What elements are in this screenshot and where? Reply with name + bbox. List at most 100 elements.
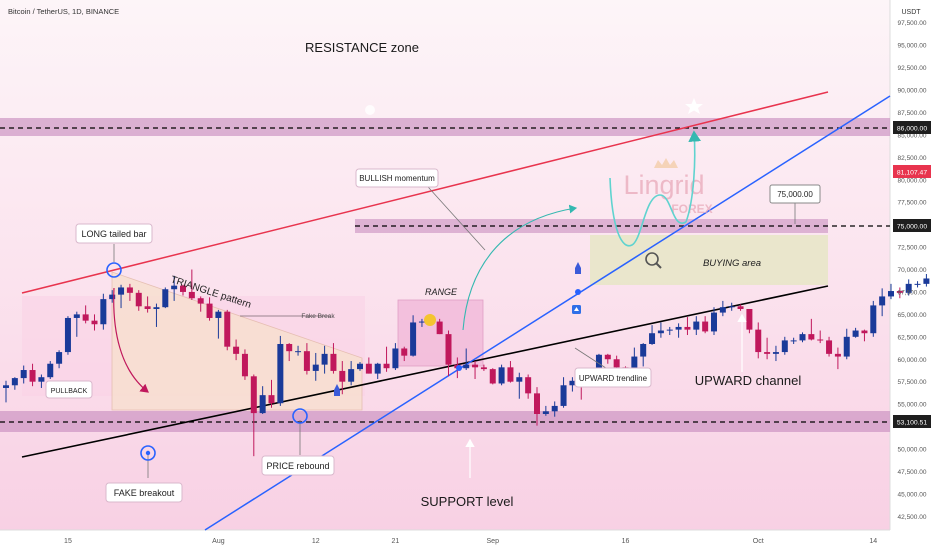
candle bbox=[153, 303, 160, 327]
long-tailed-bar-label: LONG tailed bar bbox=[81, 229, 146, 239]
candle-body bbox=[171, 285, 178, 290]
candle bbox=[215, 309, 222, 339]
candle-body bbox=[47, 363, 54, 378]
candle-body bbox=[649, 333, 656, 344]
candle-body bbox=[534, 393, 540, 414]
candle bbox=[525, 374, 532, 399]
candle-body bbox=[569, 380, 576, 386]
candle bbox=[737, 304, 744, 311]
up-arrow-glyph bbox=[574, 307, 579, 311]
candle-body bbox=[126, 287, 133, 293]
candle bbox=[923, 273, 930, 287]
candle bbox=[73, 311, 80, 337]
candle bbox=[534, 387, 540, 426]
candle bbox=[746, 308, 753, 334]
candle bbox=[303, 343, 310, 375]
candle-body bbox=[277, 343, 284, 404]
price-tick-label: 60,000.00 bbox=[898, 357, 927, 364]
candle-body bbox=[498, 367, 505, 384]
range-label: RANGE bbox=[425, 287, 458, 297]
price-tick-label: 97,500.00 bbox=[898, 20, 927, 27]
candle bbox=[569, 377, 576, 392]
candle-body bbox=[666, 329, 673, 331]
time-tick-label: 12 bbox=[312, 538, 320, 545]
candle-body bbox=[790, 340, 797, 342]
price-tick-label: 62,500.00 bbox=[898, 334, 927, 341]
price-tag-bottom bbox=[893, 415, 931, 428]
trendline-touch-dot-1 bbox=[456, 365, 462, 371]
watermark-title: Lingrid bbox=[623, 170, 704, 200]
fake-breakout-marker bbox=[140, 445, 156, 461]
candle bbox=[100, 293, 107, 330]
watermark-crown-icon bbox=[654, 158, 678, 168]
candle-body bbox=[91, 320, 98, 325]
candle-body bbox=[339, 370, 346, 382]
candle-body bbox=[56, 352, 63, 364]
candle bbox=[516, 372, 523, 399]
price-tag-bottom-text: 53,100.51 bbox=[897, 420, 927, 427]
candle bbox=[888, 283, 894, 300]
price-tag-top bbox=[893, 121, 931, 134]
candle-body bbox=[410, 322, 417, 356]
candle bbox=[383, 346, 390, 372]
candle bbox=[799, 332, 806, 343]
candle-body bbox=[888, 291, 894, 297]
candle-body bbox=[233, 346, 240, 354]
candle-body bbox=[64, 317, 71, 353]
candle bbox=[286, 343, 293, 362]
candle bbox=[330, 343, 337, 374]
candle-body bbox=[303, 351, 310, 371]
price-tick-label: 50,000.00 bbox=[898, 447, 927, 454]
candle bbox=[29, 363, 36, 387]
triangle-pattern-shape bbox=[111, 271, 363, 411]
candle bbox=[11, 377, 18, 390]
candle bbox=[826, 336, 833, 357]
rocket-icon bbox=[575, 262, 581, 274]
price-tick-label: 80,000.00 bbox=[898, 177, 927, 184]
symbol-title: Bitcoin / TetherUS, 1D, BINANCE bbox=[8, 7, 119, 16]
candle bbox=[702, 316, 709, 334]
pullback-callout bbox=[45, 380, 93, 399]
candle-body bbox=[861, 330, 868, 334]
candle bbox=[374, 362, 381, 379]
candle bbox=[728, 302, 735, 311]
candle-body bbox=[153, 307, 160, 309]
candle-body bbox=[852, 330, 859, 337]
buying-area-box bbox=[590, 235, 828, 285]
candle-body bbox=[542, 411, 549, 414]
candle bbox=[666, 326, 673, 336]
candle bbox=[808, 318, 815, 341]
candle-body bbox=[109, 294, 116, 300]
candle-body bbox=[613, 359, 620, 368]
star-icon bbox=[685, 98, 703, 114]
candle bbox=[480, 364, 487, 371]
candle bbox=[144, 296, 151, 313]
price-tick-label: 72,500.00 bbox=[898, 245, 927, 252]
candle bbox=[649, 325, 656, 345]
candle-body bbox=[772, 352, 779, 354]
upward-trendline-label: UPWARD trendline bbox=[579, 374, 648, 383]
time-tick-label: Sep bbox=[487, 538, 500, 545]
resistance-zone-label: RESISTANCE zone bbox=[305, 40, 419, 55]
price-tag-top-text: 86,000.00 bbox=[897, 126, 927, 133]
candle bbox=[295, 345, 302, 356]
magnifier-icon bbox=[645, 252, 659, 266]
candle-body bbox=[507, 367, 514, 382]
candle-body bbox=[463, 364, 470, 369]
candle bbox=[861, 329, 868, 342]
price-tick-label: 90,000.00 bbox=[898, 88, 927, 95]
candle bbox=[268, 379, 275, 408]
time-tick-label: 15 bbox=[64, 538, 72, 545]
price-tag-mid-text: 75,000.00 bbox=[897, 224, 927, 231]
candle-body bbox=[711, 312, 717, 332]
candle-body bbox=[719, 307, 726, 313]
candle bbox=[852, 327, 859, 338]
candle bbox=[711, 307, 717, 336]
candle-body bbox=[516, 377, 523, 382]
candle bbox=[241, 349, 248, 380]
candle bbox=[472, 361, 479, 379]
snail-icon bbox=[424, 314, 436, 326]
price-tag-mid bbox=[893, 219, 931, 232]
price-tick-label: 57,500.00 bbox=[898, 379, 927, 386]
